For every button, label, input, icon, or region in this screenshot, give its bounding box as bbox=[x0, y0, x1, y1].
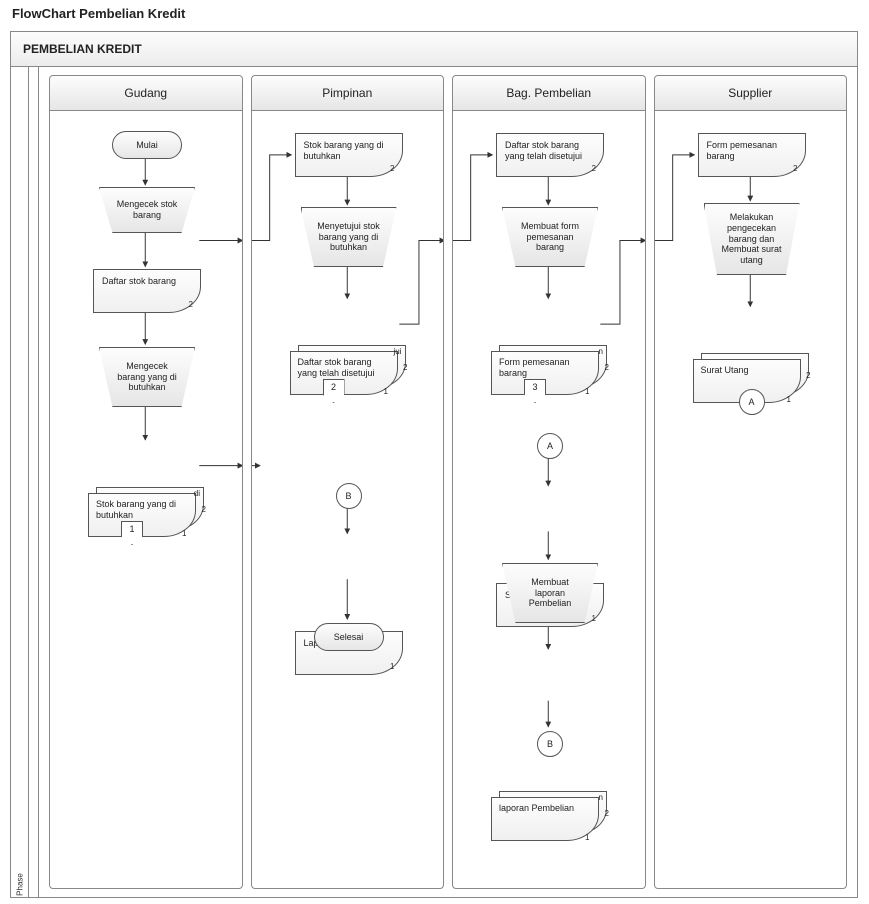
lane-pembelian: Bag. Pembelian bbox=[452, 75, 646, 889]
phase-band: Phase bbox=[11, 67, 29, 897]
mdoc-c2: 2 bbox=[605, 363, 609, 372]
mdoc-approved: Daftar stok barang yang telah disetujui … bbox=[290, 345, 406, 395]
doc-count: 2 bbox=[189, 300, 193, 309]
mdoc-c2: 2 bbox=[806, 371, 810, 380]
manual-make-order-form: Membuat form pemesanan barang bbox=[502, 207, 598, 267]
lane-body-gudang: Mulai Mengecek stok barang Daftar stok b… bbox=[50, 111, 242, 888]
phase-label: Phase bbox=[15, 873, 24, 896]
lane-supplier: Supplier Form pemesanan barang 2 bbox=[654, 75, 848, 889]
doc-count: 1 bbox=[390, 662, 394, 671]
connector-A-in: A bbox=[537, 433, 563, 459]
manual-approve: Menyetujui stok barang yang di butuhkan bbox=[301, 207, 397, 267]
manual-check-needed: Mengecek barang yang di butuhkan bbox=[99, 347, 195, 407]
mdoc-c3: 1 bbox=[384, 387, 388, 396]
lane-pimpinan: Pimpinan bbox=[251, 75, 445, 889]
mdoc-order-form: Form pemesanan barang n 2 1 bbox=[491, 345, 607, 395]
doc-label: Daftar stok barang yang telah disetujui bbox=[505, 140, 595, 162]
lane-body-pimpinan: Stok barang yang di butuhkan 2 Menyetuju… bbox=[252, 111, 444, 888]
mdoc-c2: 2 bbox=[605, 809, 609, 818]
mdoc-c3: 1 bbox=[585, 833, 589, 842]
manual-make-purchase-report: Membuat laporan Pembelian bbox=[502, 563, 598, 623]
mdoc-needed-stock: Stok barang yang di butuhkan di 2 1 bbox=[88, 487, 204, 537]
offpage-2: 2 bbox=[323, 379, 345, 403]
doc-stock-list: Daftar stok barang 2 bbox=[93, 269, 201, 313]
connector-B-out: B bbox=[537, 731, 563, 757]
doc-count: 1 bbox=[592, 614, 596, 623]
doc-label: Daftar stok barang bbox=[102, 276, 176, 287]
phase-gutter bbox=[29, 67, 39, 897]
swim-area: Phase Gudang bbox=[11, 67, 857, 897]
mdoc-purchase-report: laporan Pembelian n 2 1 bbox=[491, 791, 607, 841]
mdoc-c2: 2 bbox=[403, 363, 407, 372]
lane-header-pimpinan: Pimpinan bbox=[252, 76, 444, 111]
offpage-3: 3 bbox=[524, 379, 546, 403]
connector-B-in: B bbox=[336, 483, 362, 509]
lanes: Gudang bbox=[39, 67, 857, 897]
doc-approved-list: Daftar stok barang yang telah disetujui … bbox=[496, 133, 604, 177]
pool-frame: PEMBELIAN KREDIT Phase Gudang bbox=[10, 31, 858, 898]
mdoc-c1: n bbox=[599, 347, 603, 356]
terminator-end: Selesai bbox=[314, 623, 384, 651]
mdoc-c3: 1 bbox=[585, 387, 589, 396]
doc-needed-stock: Stok barang yang di butuhkan 2 bbox=[295, 133, 403, 177]
connector-A-out: A bbox=[739, 389, 765, 415]
pool-title: PEMBELIAN KREDIT bbox=[11, 32, 857, 67]
mdoc-c1: n bbox=[599, 793, 603, 802]
mdoc-c3: 1 bbox=[787, 395, 791, 404]
doc-count: 2 bbox=[390, 164, 394, 173]
mdoc-c3: 1 bbox=[182, 529, 186, 538]
offpage-1: 1 bbox=[121, 521, 143, 545]
lane-header-gudang: Gudang bbox=[50, 76, 242, 111]
doc-label: Form pemesanan barang bbox=[707, 140, 797, 162]
manual-check-stock: Mengecek stok barang bbox=[99, 187, 195, 233]
mdoc-c1: jui bbox=[393, 347, 401, 356]
doc-count: 2 bbox=[793, 164, 797, 173]
doc-label: Stok barang yang di butuhkan bbox=[304, 140, 394, 162]
mdoc-label: laporan Pembelian bbox=[491, 797, 599, 841]
page-title: FlowChart Pembelian Kredit bbox=[12, 6, 863, 21]
lane-body-supplier: Form pemesanan barang 2 Melakukan pengec… bbox=[655, 111, 847, 888]
lane-header-pembelian: Bag. Pembelian bbox=[453, 76, 645, 111]
lane-header-supplier: Supplier bbox=[655, 76, 847, 111]
lane-body-pembelian: Daftar stok barang yang telah disetujui … bbox=[453, 111, 645, 888]
manual-check-goods-and-make-debt-letter: Melakukan pengecekan barang dan Membuat … bbox=[704, 203, 800, 275]
doc-order-form: Form pemesanan barang 2 bbox=[698, 133, 806, 177]
terminator-start: Mulai bbox=[112, 131, 182, 159]
doc-count: 2 bbox=[592, 164, 596, 173]
mdoc-c2: 2 bbox=[202, 505, 206, 514]
mdoc-c1: di bbox=[194, 489, 200, 498]
lane-gudang: Gudang bbox=[49, 75, 243, 889]
